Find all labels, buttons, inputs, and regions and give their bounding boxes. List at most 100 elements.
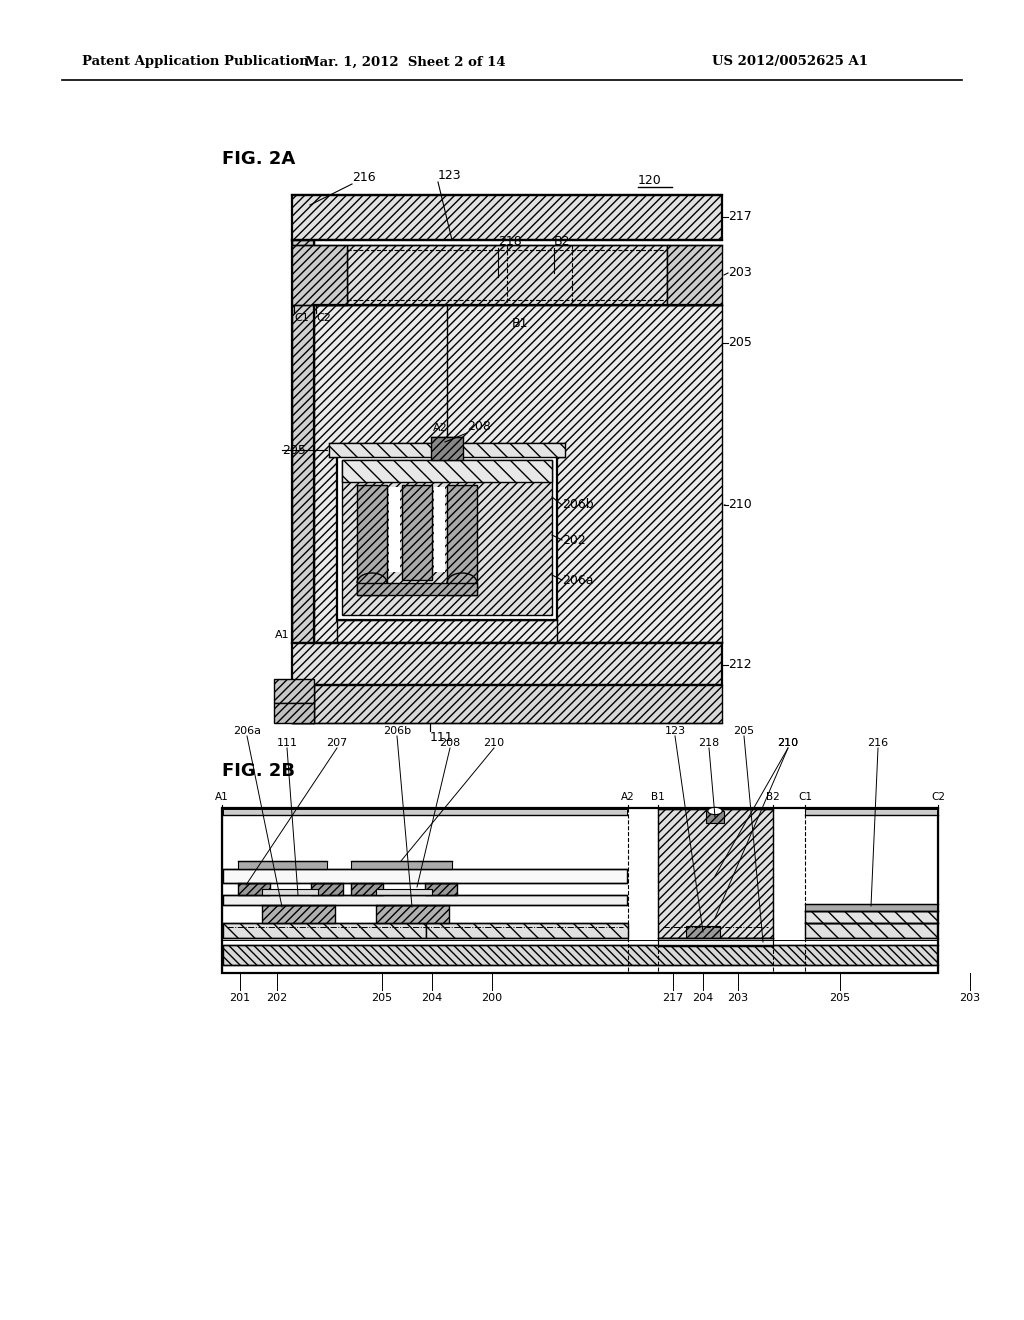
Bar: [292, 685, 722, 723]
Text: A2: A2: [433, 422, 447, 433]
Text: A1: A1: [275, 630, 290, 640]
Text: 210: 210: [483, 738, 505, 748]
Text: 205: 205: [728, 337, 752, 350]
Text: 206b: 206b: [562, 499, 594, 511]
Text: 210: 210: [777, 738, 799, 748]
Text: 210: 210: [777, 738, 799, 748]
Text: 205: 205: [829, 993, 851, 1003]
Text: 217: 217: [663, 993, 684, 1003]
Text: 205: 205: [282, 444, 306, 457]
Text: 210: 210: [728, 499, 752, 511]
Text: 206a: 206a: [562, 573, 594, 586]
Bar: [805, 809, 937, 814]
Bar: [658, 939, 773, 946]
Text: 203: 203: [727, 993, 749, 1003]
Bar: [292, 643, 722, 685]
Text: 218: 218: [498, 235, 522, 248]
Bar: [222, 808, 938, 973]
Bar: [402, 484, 432, 579]
Bar: [292, 240, 314, 643]
Bar: [431, 437, 463, 459]
Bar: [329, 444, 565, 457]
Bar: [447, 484, 477, 595]
Text: 216: 216: [867, 738, 889, 748]
Bar: [667, 246, 722, 305]
Text: US 2012/0052625 A1: US 2012/0052625 A1: [712, 55, 868, 69]
Text: 205: 205: [372, 993, 392, 1003]
Text: 111: 111: [276, 738, 298, 748]
Bar: [311, 883, 343, 895]
Bar: [238, 883, 270, 895]
Text: C2: C2: [316, 313, 331, 323]
Bar: [805, 923, 937, 939]
Bar: [434, 487, 445, 572]
Text: 206a: 206a: [233, 726, 261, 737]
Text: C2: C2: [931, 792, 945, 803]
Bar: [351, 861, 452, 869]
Bar: [262, 906, 335, 923]
Text: 205: 205: [733, 726, 755, 737]
Bar: [292, 246, 347, 305]
Bar: [274, 704, 314, 723]
Bar: [342, 459, 552, 482]
Text: 212: 212: [728, 659, 752, 672]
Text: 218: 218: [698, 738, 720, 748]
Bar: [351, 883, 383, 895]
Text: 202: 202: [266, 993, 288, 1003]
Bar: [805, 911, 937, 923]
Bar: [376, 906, 449, 923]
Text: B2: B2: [554, 235, 570, 248]
Bar: [357, 484, 387, 595]
Text: C1: C1: [294, 313, 309, 323]
Bar: [238, 861, 327, 869]
Bar: [223, 895, 627, 906]
Ellipse shape: [708, 808, 722, 814]
Bar: [274, 678, 314, 704]
Bar: [805, 904, 937, 911]
Bar: [425, 883, 457, 895]
Text: 201: 201: [229, 993, 251, 1003]
Text: FIG. 2A: FIG. 2A: [222, 150, 295, 168]
Text: A2: A2: [622, 792, 635, 803]
Text: Mar. 1, 2012  Sheet 2 of 14: Mar. 1, 2012 Sheet 2 of 14: [305, 55, 505, 69]
Text: 208: 208: [439, 738, 461, 748]
Text: FIG. 2B: FIG. 2B: [222, 762, 295, 780]
Bar: [376, 888, 432, 895]
Bar: [262, 888, 318, 895]
Text: 111: 111: [430, 731, 454, 744]
Bar: [223, 809, 627, 814]
Text: 202: 202: [562, 533, 586, 546]
Bar: [314, 305, 722, 643]
Text: A1: A1: [215, 792, 229, 803]
Text: Patent Application Publication: Patent Application Publication: [82, 55, 309, 69]
Bar: [347, 246, 667, 305]
Bar: [292, 685, 314, 723]
Bar: [658, 809, 773, 939]
Text: 204: 204: [421, 993, 442, 1003]
Text: 203: 203: [728, 267, 752, 280]
Text: B1: B1: [512, 317, 528, 330]
Text: 207: 207: [327, 738, 347, 748]
Text: B2: B2: [766, 792, 780, 803]
Text: 200: 200: [481, 993, 503, 1003]
Text: 208: 208: [467, 420, 490, 433]
Bar: [686, 927, 720, 939]
Bar: [342, 459, 552, 615]
Bar: [292, 195, 722, 240]
Text: 204: 204: [692, 993, 714, 1003]
Text: 120: 120: [638, 174, 662, 187]
Text: B1: B1: [651, 792, 665, 803]
Text: 123: 123: [438, 169, 462, 182]
Bar: [337, 455, 557, 620]
Bar: [389, 487, 400, 572]
Bar: [223, 923, 426, 939]
Text: 217: 217: [728, 210, 752, 223]
Text: 206b: 206b: [383, 726, 411, 737]
Text: 123: 123: [665, 726, 685, 737]
Text: 216: 216: [352, 172, 376, 183]
Bar: [223, 869, 627, 883]
Bar: [223, 945, 937, 965]
Text: C1: C1: [798, 792, 812, 803]
Text: 203: 203: [959, 993, 981, 1003]
Bar: [706, 810, 724, 822]
